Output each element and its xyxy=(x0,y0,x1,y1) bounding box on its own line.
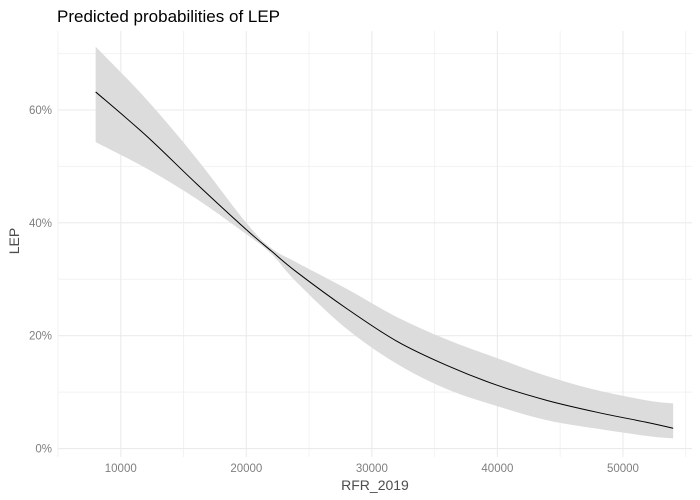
x-axis-title: RFR_2019 xyxy=(341,477,409,493)
x-tick-label: 10000 xyxy=(105,463,137,475)
y-tick-label: 20% xyxy=(29,331,52,343)
y-tick-label: 40% xyxy=(29,218,52,230)
y-tick-labels: 0% 20% 40% 60% xyxy=(29,105,52,456)
x-tick-labels: 10000 20000 30000 40000 50000 xyxy=(105,463,639,475)
y-axis-title: LEP xyxy=(6,228,22,254)
x-tick-label: 40000 xyxy=(481,463,513,475)
y-tick-label: 0% xyxy=(35,444,52,456)
x-tick-label: 20000 xyxy=(230,463,262,475)
prediction-line xyxy=(95,91,674,429)
minor-gridlines xyxy=(57,31,692,457)
y-tick-label: 60% xyxy=(29,105,52,117)
chart-title: Predicted probabilities of LEP xyxy=(57,7,280,26)
x-tick-label: 30000 xyxy=(356,463,388,475)
x-tick-label: 50000 xyxy=(607,463,639,475)
confidence-band xyxy=(95,46,674,439)
